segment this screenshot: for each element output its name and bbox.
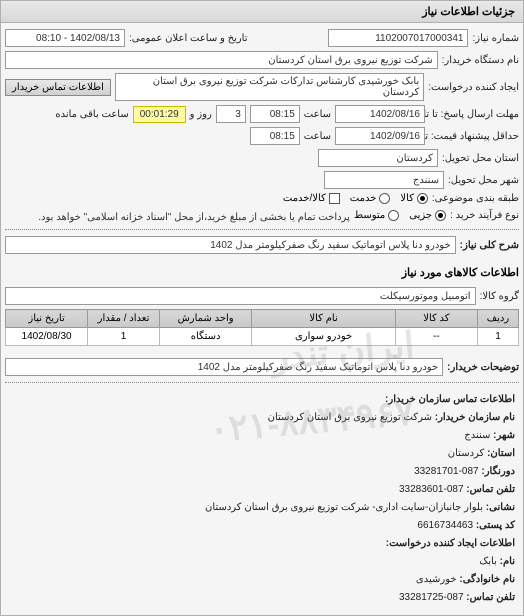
need-title-label: شرح کلی نیاز: xyxy=(460,240,519,251)
requester-section-title: اطلاعات ایجاد کننده درخواست: xyxy=(386,538,515,549)
table-cell: 1402/08/30 xyxy=(6,328,88,346)
contact-org-label: نام سازمان خریدار: xyxy=(435,412,515,423)
contact-province-value: کردستان xyxy=(448,448,485,459)
table-header-cell: کد کالا xyxy=(395,310,477,328)
divider-2 xyxy=(5,382,519,383)
day-label: روز و xyxy=(190,109,212,120)
requester-label: ایجاد کننده درخواست: xyxy=(428,82,519,93)
city-field: سنندج xyxy=(324,171,444,189)
org-label: نام دستگاه خریدار: xyxy=(442,55,519,66)
days-left: 3 xyxy=(216,105,246,123)
announce-label: تاریخ و ساعت اعلان عمومی: xyxy=(129,33,248,44)
checkbox-gs-box xyxy=(329,193,340,204)
radio-goods-label: کالا xyxy=(400,193,414,204)
radio-service[interactable]: خدمت xyxy=(350,193,391,204)
contact-fax-label: دورنگار: xyxy=(481,466,515,477)
table-header-cell: نام کالا xyxy=(252,310,396,328)
buyer-notes-label: توضیحات خریدار: xyxy=(447,362,519,373)
need-no-label: شماره نیاز: xyxy=(472,33,519,44)
main-panel: جزئیات اطلاعات نیاز شماره نیاز: 11020070… xyxy=(0,0,524,616)
requester-field: بابک خورشیدی کارشناس تدارکات شرکت توزیع … xyxy=(115,73,424,101)
checkbox-gs-label: کالا/خدمت xyxy=(283,193,326,204)
remark-time: 08:15 xyxy=(250,127,300,145)
req-name-label: نام: xyxy=(500,556,515,567)
contact-city-value: سنندج xyxy=(464,430,490,441)
items-section-title: اطلاعات کالاهای مورد نیاز xyxy=(5,262,519,283)
radio-medium[interactable]: متوسط xyxy=(354,210,399,221)
contact-address-label: نشانی: xyxy=(486,502,515,513)
table-row: 1--خودرو سواریدستگاه11402/08/30 xyxy=(6,328,519,346)
table-cell: -- xyxy=(395,328,477,346)
time-label-1: ساعت xyxy=(304,109,331,120)
radio-service-circle xyxy=(379,193,390,204)
contact-fax-value: 087-33281701 xyxy=(414,466,479,477)
remark-deadline-label: حداقل پیشنهاد قیمت: تا تاریخ: xyxy=(429,131,519,142)
announce-field: 1402/08/13 - 08:10 xyxy=(5,29,125,47)
radio-medium-label: متوسط xyxy=(354,210,385,221)
checkbox-goods-service[interactable]: کالا/خدمت xyxy=(283,193,340,204)
table-cell: خودرو سواری xyxy=(252,328,396,346)
org-field: شرکت توزیع نیروی برق استان کردستان xyxy=(5,51,438,69)
deadline-date: 1402/08/16 xyxy=(335,105,425,123)
city-label: شهر محل تحویل: xyxy=(448,175,519,186)
items-table: ردیفکد کالانام کالاواحد شمارشتعداد / مقد… xyxy=(5,309,519,346)
buyer-notes-field: خودرو دنا پلاس اتوماتیک سفید رنگ صفرکیلو… xyxy=(5,358,443,376)
group-field: اتومبیل وموتورسیکلت xyxy=(5,287,476,305)
contact-info-block: اطلاعات تماس سازمان خریدار: نام سازمان خ… xyxy=(5,389,519,609)
contact-buyer-button[interactable]: اطلاعات تماس خریدار xyxy=(5,79,111,96)
radio-partial[interactable]: جزیی xyxy=(409,210,446,221)
radio-partial-circle xyxy=(435,210,446,221)
contact-postal-label: کد پستی: xyxy=(476,520,515,531)
contact-phone-label: تلفن تماس: xyxy=(466,484,515,495)
table-header-cell: ردیف xyxy=(477,310,518,328)
radio-partial-label: جزیی xyxy=(409,210,432,221)
contact-postal-value: 6616734463 xyxy=(417,520,473,531)
radio-service-label: خدمت xyxy=(350,193,377,204)
time-label-2: ساعت xyxy=(304,131,331,142)
table-cell: 1 xyxy=(88,328,160,346)
contact-phone-value: 087-33283601 xyxy=(399,484,464,495)
table-cell: 1 xyxy=(477,328,518,346)
divider-1 xyxy=(5,229,519,230)
req-tel-label: تلفن تماس: xyxy=(466,592,515,603)
contact-city-label: شهر: xyxy=(493,430,515,441)
deadline-time: 08:15 xyxy=(250,105,300,123)
deadline-label: مهلت ارسال پاسخ: تا تاریخ: xyxy=(429,109,519,120)
province-field: کردستان xyxy=(318,149,438,167)
need-no-field: 1102007017000341 xyxy=(328,29,468,47)
need-title-field: خودرو دنا پلاس اتوماتیک سفید رنگ صفرکیلو… xyxy=(5,236,456,254)
table-header-cell: تاریخ نیاز xyxy=(6,310,88,328)
panel-title: جزئیات اطلاعات نیاز xyxy=(1,1,523,23)
class-label: طبقه بندی موضوعی: xyxy=(432,193,519,204)
table-header-cell: تعداد / مقدار xyxy=(88,310,160,328)
countdown-timer: 00:01:29 xyxy=(133,106,186,123)
contact-section-title: اطلاعات تماس سازمان خریدار: xyxy=(385,394,515,405)
req-tel-value: 087-33281725 xyxy=(399,592,464,603)
purchase-note: پرداخت تمام یا بخشی از مبلغ خرید،از محل … xyxy=(38,212,350,223)
contact-org-value: شرکت توزیع نیروی برق استان کردستان xyxy=(268,412,432,423)
remain-label: ساعت باقی مانده xyxy=(55,109,128,120)
remark-date: 1402/09/16 xyxy=(335,127,425,145)
radio-goods[interactable]: کالا xyxy=(400,193,428,204)
req-name-value: بابک xyxy=(479,556,497,567)
table-header-cell: واحد شمارش xyxy=(159,310,251,328)
group-label: گروه کالا: xyxy=(480,291,519,302)
province-label: استان محل تحویل: xyxy=(442,153,519,164)
contact-province-label: استان: xyxy=(487,448,515,459)
panel-content: شماره نیاز: 1102007017000341 تاریخ و ساع… xyxy=(1,23,523,615)
radio-medium-circle xyxy=(388,210,399,221)
purchase-label: نوع فرآیند خرید : xyxy=(450,210,519,221)
contact-address-value: بلوار جانبازان-سایت اداری- شرکت توزیع نی… xyxy=(205,502,483,513)
table-cell: دستگاه xyxy=(159,328,251,346)
radio-goods-circle xyxy=(417,193,428,204)
